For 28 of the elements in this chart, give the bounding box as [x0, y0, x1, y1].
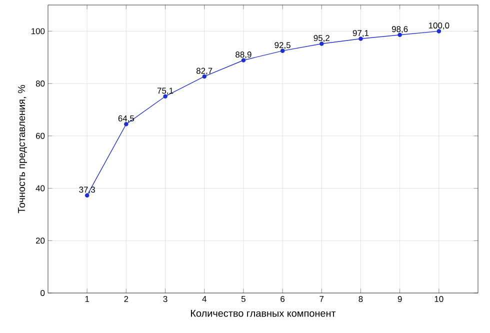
data-label: 98,6: [392, 26, 408, 34]
x-tick-label: 1: [85, 296, 90, 302]
y-tick-label: 20: [36, 238, 45, 244]
x-tick-label: 3: [163, 296, 168, 302]
x-tick-label: 10: [434, 296, 444, 302]
x-tick-label: 7: [320, 296, 324, 302]
data-label: 88,9: [236, 52, 252, 59]
data-label: 75,1: [157, 88, 174, 95]
data-label: 100,0: [428, 22, 450, 30]
y-tick-label: 60: [36, 132, 45, 139]
x-tick-label: 8: [358, 296, 363, 302]
data-label: 97,1: [352, 30, 369, 38]
x-tick-label: 4: [202, 296, 206, 302]
x-tick-label: 2: [124, 296, 128, 302]
data-label: 95,2: [314, 35, 330, 42]
y-tick-label: 100: [31, 28, 45, 34]
data-label: 64,5: [118, 115, 134, 122]
y-tick-label: 80: [36, 80, 45, 87]
y-tick-label: 0: [40, 290, 45, 296]
point: [163, 94, 168, 99]
x-axis-title: Количество главных компонент: [190, 310, 336, 317]
x-tick-label: 5: [241, 296, 246, 302]
x-tick-label: 9: [398, 296, 402, 302]
y-axis-title: Точность представления, %: [18, 85, 27, 214]
data-label: 82,7: [196, 68, 212, 75]
x-tick-label: 6: [280, 296, 285, 302]
y-tick-label: 40: [36, 185, 45, 192]
data-label: 92,5: [274, 42, 290, 50]
